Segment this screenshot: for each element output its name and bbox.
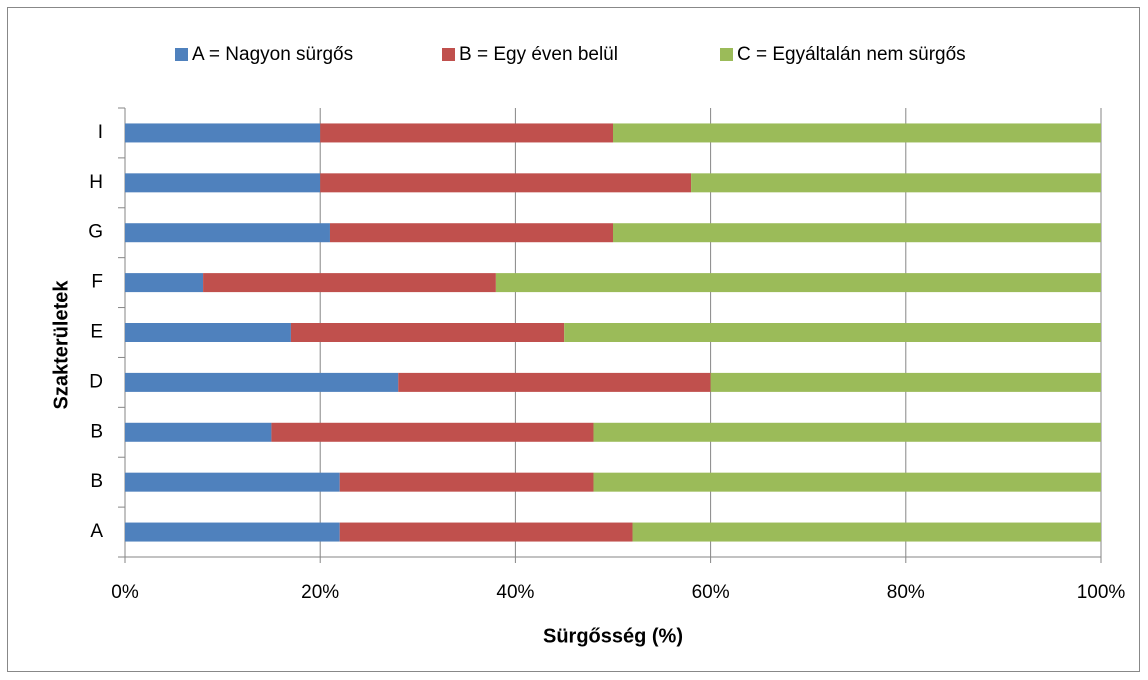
bar-segment <box>398 372 711 392</box>
bar-segment <box>125 372 399 392</box>
bar-segment <box>613 123 1101 143</box>
bar-segment <box>271 422 594 442</box>
bar-segment <box>203 273 496 293</box>
bar-segment <box>691 173 1101 193</box>
bar-segment <box>613 223 1101 243</box>
legend-label: C = Egyáltalán nem sürgős <box>737 44 966 65</box>
y-axis-title: Szakterületek <box>50 280 72 410</box>
x-tick-label: 20% <box>301 582 339 603</box>
legend-swatch <box>175 48 188 61</box>
y-tick-label: G <box>88 222 103 243</box>
legend-swatch <box>720 48 733 61</box>
bar-segment <box>329 223 613 243</box>
y-tick-label: D <box>89 371 103 392</box>
x-tick-label: 0% <box>111 582 139 603</box>
y-tick-label: F <box>91 272 103 293</box>
y-tick-label: H <box>89 172 103 193</box>
bar-segment <box>564 323 1101 342</box>
y-tick-label: E <box>90 322 103 343</box>
legend-label: B = Egy éven belül <box>459 44 618 65</box>
bar-segment <box>125 273 204 293</box>
bar-segment <box>125 223 330 243</box>
bar-segment <box>125 323 291 342</box>
bar-segment <box>339 472 594 492</box>
bar-segment <box>290 323 565 342</box>
y-tick-label: B <box>90 471 103 492</box>
bar-segment <box>593 422 1101 442</box>
x-tick-label: 60% <box>692 582 730 603</box>
y-tick-label: A <box>90 521 103 542</box>
bar-segment <box>710 372 1101 392</box>
legend-label: A = Nagyon sürgős <box>192 44 353 65</box>
bar-segment <box>320 173 692 193</box>
y-tick-label: B <box>90 421 103 442</box>
x-tick-label: 100% <box>1077 582 1126 603</box>
bar-segment <box>125 422 272 442</box>
legend-swatch <box>442 48 455 61</box>
bar-segment <box>632 522 1101 542</box>
bar-segment <box>125 123 321 143</box>
bar-segment <box>339 522 633 542</box>
x-tick-label: 40% <box>496 582 534 603</box>
bar-segment <box>125 173 321 193</box>
bar-segment <box>593 472 1101 492</box>
bar-segment <box>495 273 1101 293</box>
bar-segment <box>125 522 340 542</box>
x-axis-title: Sürgősség (%) <box>543 625 683 647</box>
bar-segment <box>125 472 340 492</box>
bar-segment <box>320 123 613 143</box>
y-tick-label: I <box>98 122 103 143</box>
x-tick-label: 80% <box>887 582 925 603</box>
